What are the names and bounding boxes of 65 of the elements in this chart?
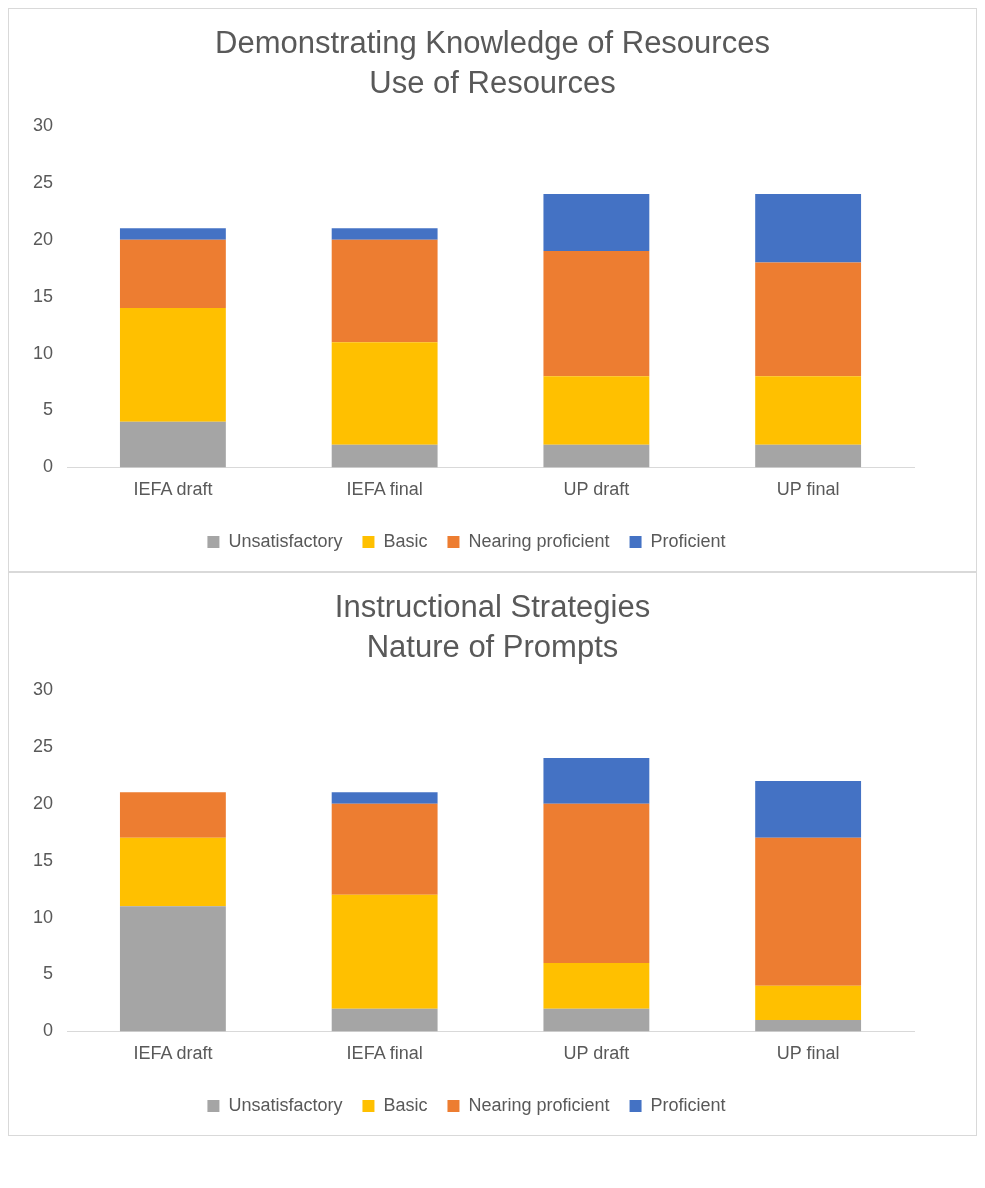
chart-title: Instructional Strategies <box>333 588 652 625</box>
y-tick-label: 5 <box>43 399 54 420</box>
bar <box>755 985 862 1021</box>
x-tick-label: IEFA final <box>346 479 423 500</box>
bar <box>119 307 226 422</box>
x-tick-label: UP draft <box>563 479 630 500</box>
bar <box>119 421 226 468</box>
bar <box>543 444 650 468</box>
y-tick-label: 25 <box>32 735 54 756</box>
bar <box>755 194 862 263</box>
bar <box>331 444 438 468</box>
legend-label: Proficient <box>650 530 726 551</box>
y-tick-label: 30 <box>32 678 54 699</box>
y-tick-label: 10 <box>32 342 54 363</box>
x-tick-label: UP final <box>776 479 840 500</box>
chart-title: Demonstrating Knowledge of Resources <box>214 24 771 61</box>
bar <box>543 376 650 445</box>
legend-label: Unsatisfactory <box>228 530 343 551</box>
bar <box>331 792 438 804</box>
bar <box>755 262 862 377</box>
bar <box>119 239 226 308</box>
bar <box>543 1008 650 1032</box>
legend-label: Basic <box>383 1094 428 1115</box>
y-tick-label: 0 <box>43 456 54 477</box>
chart-subtitle: Nature of Prompts <box>365 628 620 665</box>
y-tick-label: 5 <box>43 963 54 984</box>
bar <box>119 228 226 240</box>
bar <box>543 251 650 377</box>
legend-label: Nearing proficient <box>468 530 610 551</box>
x-tick-label: IEFA draft <box>133 1043 213 1064</box>
bar <box>543 194 650 252</box>
x-tick-label: IEFA final <box>346 1043 423 1064</box>
bar <box>755 376 862 445</box>
bar <box>119 792 226 838</box>
bar <box>331 803 438 895</box>
bar <box>543 963 650 1009</box>
y-tick-label: 0 <box>43 1020 54 1041</box>
bar <box>755 1020 862 1032</box>
bar <box>543 803 650 964</box>
bar <box>331 239 438 343</box>
x-tick-label: UP final <box>776 1043 840 1064</box>
chart-subtitle: Use of Resources <box>368 64 617 101</box>
bar <box>331 342 438 445</box>
bar <box>755 837 862 986</box>
legend-label: Nearing proficient <box>468 1094 610 1115</box>
y-tick-label: 15 <box>32 285 54 306</box>
bar <box>119 906 226 1032</box>
bar <box>331 1008 438 1032</box>
bar <box>331 894 438 1009</box>
y-tick-label: 15 <box>32 849 54 870</box>
bar <box>119 837 226 907</box>
bar <box>331 228 438 240</box>
legend-label: Proficient <box>650 1094 726 1115</box>
bar <box>543 758 650 804</box>
bar <box>755 444 862 468</box>
x-tick-label: IEFA draft <box>133 479 213 500</box>
y-tick-label: 20 <box>32 792 54 813</box>
y-tick-label: 25 <box>32 171 54 192</box>
y-tick-label: 20 <box>32 228 54 249</box>
x-tick-label: UP draft <box>563 1043 630 1064</box>
y-tick-label: 10 <box>32 906 54 927</box>
legend-label: Basic <box>383 530 428 551</box>
bar <box>755 780 862 838</box>
y-tick-label: 30 <box>32 114 54 135</box>
legend-label: Unsatisfactory <box>228 1094 343 1115</box>
